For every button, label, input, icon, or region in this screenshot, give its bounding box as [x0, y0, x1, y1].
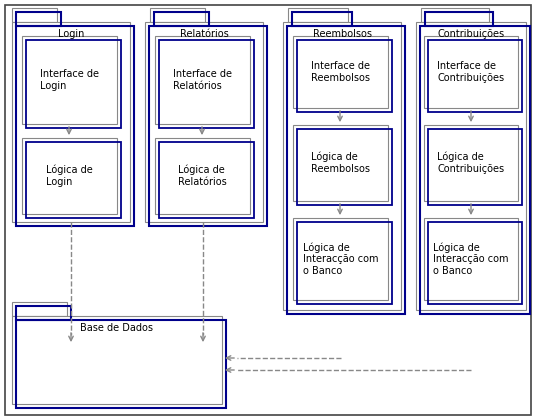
Text: Interface de
Reembolsos: Interface de Reembolsos	[311, 61, 370, 83]
Text: Lógica de
Relatórios: Lógica de Relatórios	[178, 165, 227, 187]
Bar	[293, 218, 388, 300]
Bar	[155, 138, 250, 214]
Bar	[159, 142, 254, 218]
Bar	[26, 40, 121, 128]
Text: Lógica de
Interacção com
o Banco: Lógica de Interacção com o Banco	[303, 242, 378, 276]
Bar	[12, 22, 130, 222]
Text: Contribuições: Contribuições	[437, 29, 504, 39]
Bar	[16, 12, 61, 26]
Bar	[421, 8, 489, 22]
Bar	[297, 222, 392, 304]
Text: Login: Login	[58, 29, 84, 39]
Bar	[283, 22, 401, 310]
Bar	[145, 22, 263, 222]
Bar	[12, 316, 222, 404]
Bar	[297, 129, 392, 205]
Bar	[292, 12, 352, 26]
Bar	[26, 142, 121, 218]
Bar	[16, 320, 226, 408]
Bar	[154, 12, 209, 26]
Bar	[428, 129, 522, 205]
Bar	[416, 22, 526, 310]
Text: Interface de
Relatórios: Interface de Relatórios	[173, 69, 232, 91]
Text: Lógica de
Contribuições: Lógica de Contribuições	[437, 152, 504, 174]
Bar	[22, 36, 117, 124]
Text: Base de Dados: Base de Dados	[80, 323, 153, 333]
Text: Interface de
Contribuições: Interface de Contribuições	[437, 61, 504, 83]
Bar	[16, 26, 134, 226]
Bar	[150, 8, 205, 22]
Bar	[420, 26, 530, 314]
Bar	[424, 218, 518, 300]
Text: Interface de
Login: Interface de Login	[40, 69, 99, 91]
Bar	[297, 40, 392, 112]
Bar	[16, 306, 71, 320]
Text: Lógica de
Reembolsos: Lógica de Reembolsos	[311, 152, 370, 174]
Bar	[293, 36, 388, 108]
Text: Relatórios: Relatórios	[180, 29, 228, 39]
Bar	[428, 40, 522, 112]
Bar	[155, 36, 250, 124]
Bar	[424, 125, 518, 201]
Text: Reembolsos: Reembolsos	[312, 29, 371, 39]
Bar	[293, 125, 388, 201]
Bar	[287, 26, 405, 314]
Bar	[424, 36, 518, 108]
Bar	[425, 12, 493, 26]
Bar	[159, 40, 254, 128]
Text: Lógica de
Login: Lógica de Login	[46, 165, 93, 187]
Bar	[22, 138, 117, 214]
Bar	[12, 8, 57, 22]
Bar	[149, 26, 267, 226]
Bar	[12, 302, 67, 316]
Text: Lógica de
Interacção com
o Banco: Lógica de Interacção com o Banco	[433, 242, 509, 276]
Bar	[428, 222, 522, 304]
Bar	[288, 8, 348, 22]
